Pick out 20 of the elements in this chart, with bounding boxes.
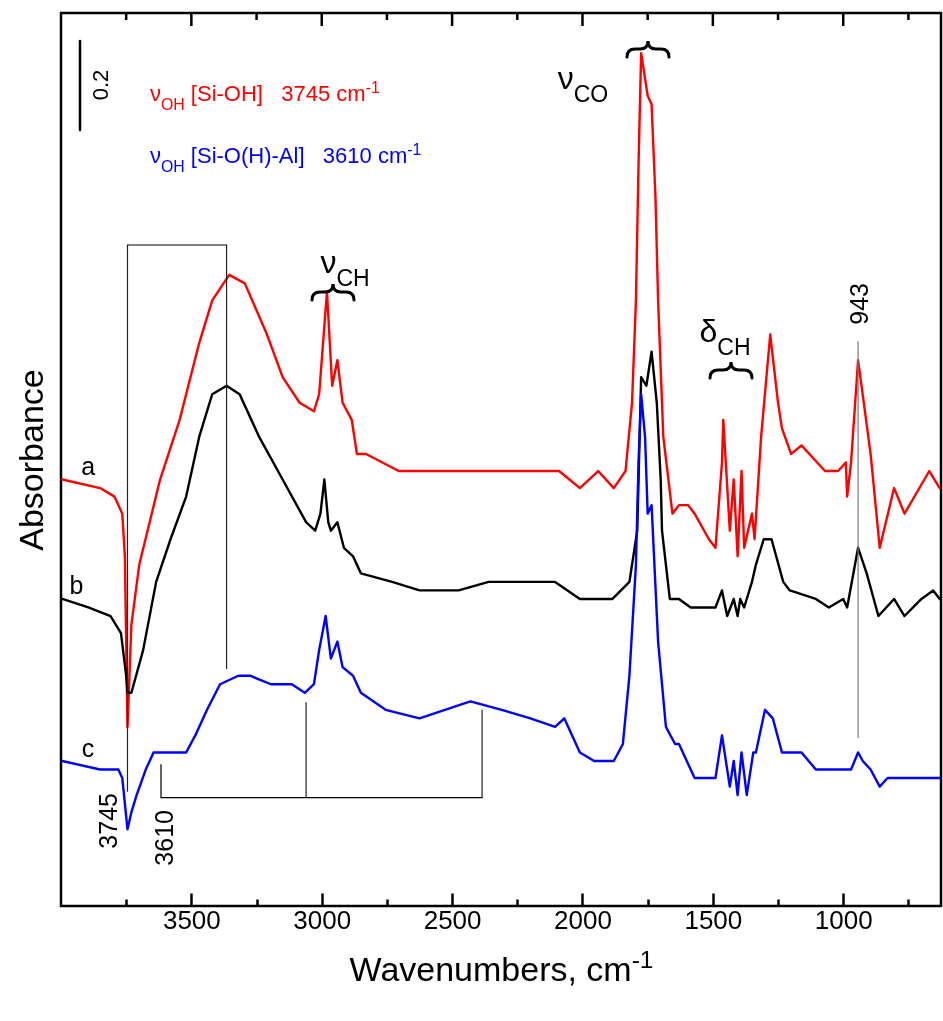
annotation: 3745 — [94, 793, 122, 849]
annotation: δ$_{CH}$ — [699, 313, 751, 360]
annotation: ν$_{CH}$ — [320, 244, 370, 291]
annotation: ν$_{CO}$ — [557, 60, 609, 107]
annotation: 3610 — [150, 810, 178, 866]
x-tick-label: 2500 — [423, 904, 482, 935]
series-label: c — [81, 733, 95, 762]
x-tick-label: 3000 — [293, 904, 352, 935]
series-label: a — [81, 452, 96, 481]
x-tick-label: 2000 — [554, 904, 612, 935]
x-tick-label: 1500 — [684, 904, 743, 935]
annotation: 943 — [845, 283, 873, 325]
x-tick-label: 1000 — [814, 904, 873, 935]
x-axis-title: Wavenumbers, cm$^{-1}$ — [349, 945, 654, 988]
annotation: ν$_{OH}$ [Si-O(H)-Al] 3610 cm$^{-1}$ — [150, 140, 422, 175]
y-axis-title: Absorbance — [11, 369, 50, 551]
x-tick-label: 3500 — [162, 904, 221, 935]
annotation: 0.2 — [88, 69, 113, 101]
annotation: ν$_{OH}$ [Si-OH] 3745 cm$^{-1}$ — [150, 78, 380, 113]
series-label: b — [69, 571, 84, 600]
